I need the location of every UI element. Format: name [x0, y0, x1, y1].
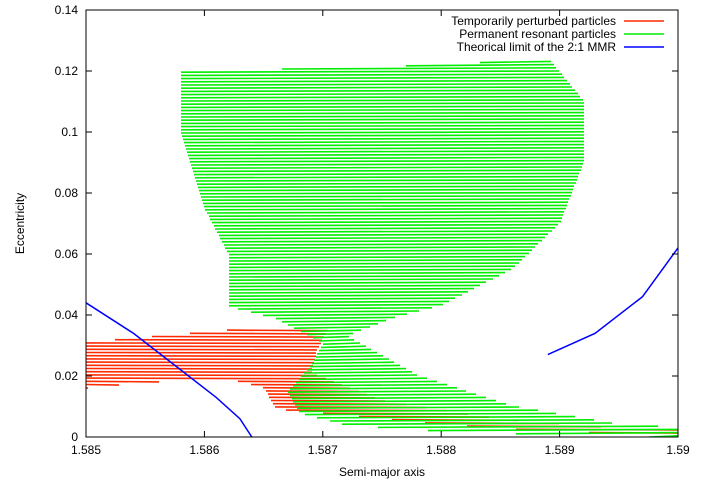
y-tick-label: 0.1	[61, 125, 78, 139]
x-tick-label: 1.585	[71, 443, 101, 457]
y-tick-label: 0.12	[55, 64, 79, 78]
legend-label: Temporarily perturbed particles	[451, 14, 616, 28]
legend-label: Permanent resonant particles	[459, 27, 616, 41]
legend-label: Theorical limit of the 2:1 MMR	[457, 40, 617, 54]
plot-curves	[86, 247, 678, 437]
plot-frame	[85, 9, 679, 438]
y-tick-label: 0.02	[55, 369, 79, 383]
axis-ticks: 1.585 1.586 1.587 1.588 1.589 1.59 0 0.02 0.04 0.…	[55, 3, 690, 457]
y-tick-label: 0.08	[55, 186, 79, 200]
x-axis-label: Semi-major axis	[339, 465, 425, 479]
x-tick-label: 1.588	[426, 443, 456, 457]
plot-bands	[86, 60, 678, 437]
y-tick-label: 0.06	[55, 247, 79, 261]
y-tick-label: 0	[71, 430, 78, 444]
y-tick-label: 0.14	[55, 3, 79, 17]
legend: Temporarily perturbed particlesPermanent…	[451, 14, 664, 54]
x-tick-label: 1.587	[308, 443, 338, 457]
series-band-1	[180, 60, 678, 437]
y-axis-label: Eccentricity	[13, 193, 27, 254]
y-tick-label: 0.04	[55, 308, 79, 322]
series-1	[180, 60, 678, 437]
x-tick-label: 1.589	[545, 443, 575, 457]
mmr-limit-curve-0	[86, 302, 253, 437]
x-tick-label: 1.586	[189, 443, 219, 457]
mmr-limit-curve-1	[547, 247, 678, 356]
x-tick-label: 1.59	[666, 443, 690, 457]
